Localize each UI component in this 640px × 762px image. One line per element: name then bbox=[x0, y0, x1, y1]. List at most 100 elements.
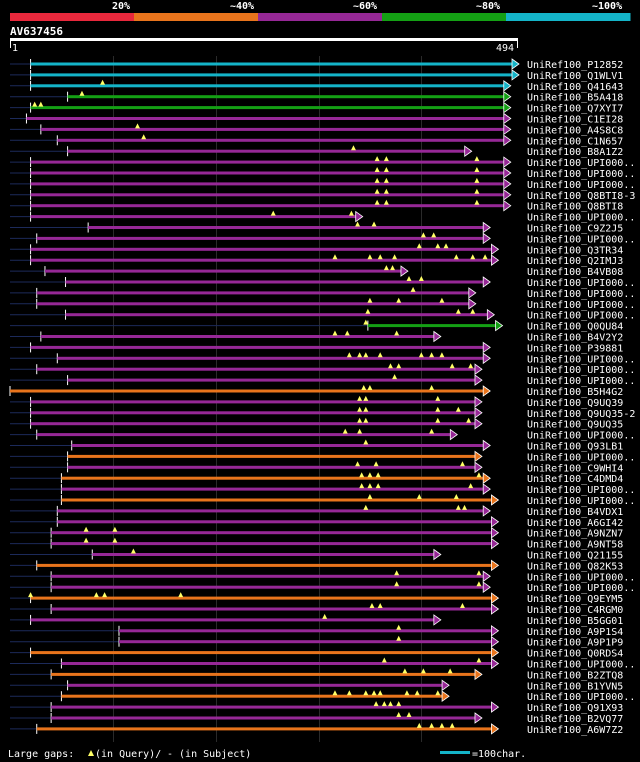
hit-bar[interactable] bbox=[36, 291, 470, 295]
hit-label[interactable]: UniRef100_UPI000.. bbox=[527, 692, 635, 703]
hit-bar[interactable] bbox=[61, 662, 493, 665]
hit-label[interactable]: UniRef100_B2VQ77 bbox=[527, 714, 623, 725]
hit-label[interactable]: UniRef100_UPI000.. bbox=[527, 213, 635, 224]
alignment-row[interactable]: UniRef100_UPI000.. bbox=[10, 581, 635, 594]
hit-bar[interactable] bbox=[67, 95, 505, 99]
alignment-row[interactable]: UniRef100_Q9UQ35 bbox=[10, 417, 623, 431]
hit-bar[interactable] bbox=[61, 498, 493, 502]
hit-label[interactable]: UniRef100_Q82K53 bbox=[527, 561, 623, 572]
hit-label[interactable]: UniRef100_Q8BTI8-3 bbox=[527, 191, 635, 202]
alignment-row[interactable]: UniRef100_UPI000.. bbox=[10, 167, 635, 180]
hit-label[interactable]: UniRef100_UPI000.. bbox=[527, 278, 635, 289]
hit-label[interactable]: UniRef100_Q9UQ39 bbox=[527, 398, 623, 409]
hit-label[interactable]: UniRef100_UPI000.. bbox=[527, 300, 635, 311]
hit-label[interactable]: UniRef100_A9NT58 bbox=[527, 540, 623, 551]
hit-bar[interactable] bbox=[30, 596, 493, 600]
alignment-row[interactable]: UniRef100_Q8BTI8 bbox=[10, 199, 623, 213]
alignment-row[interactable]: UniRef100_C9WHI4 bbox=[10, 461, 623, 474]
hit-bar[interactable] bbox=[10, 389, 485, 393]
hit-bar[interactable] bbox=[36, 302, 470, 306]
hit-label[interactable]: UniRef100_Q41643 bbox=[527, 82, 623, 93]
hit-bar[interactable] bbox=[67, 378, 476, 382]
alignment-row[interactable]: UniRef100_A6GI42 bbox=[10, 516, 623, 529]
alignment-row[interactable]: UniRef100_UPI000.. bbox=[10, 690, 635, 703]
hit-bar[interactable] bbox=[30, 193, 505, 197]
hit-bar[interactable] bbox=[92, 553, 435, 556]
hit-bar[interactable] bbox=[67, 683, 444, 687]
hit-bar[interactable] bbox=[30, 62, 513, 66]
alignment-row[interactable]: UniRef100_B4V2Y2 bbox=[10, 330, 623, 344]
alignment-row[interactable]: UniRef100_Q8BTI8-3 bbox=[10, 188, 635, 202]
hit-label[interactable]: UniRef100_UPI000.. bbox=[527, 431, 635, 442]
hit-label[interactable]: UniRef100_UPI000.. bbox=[527, 452, 635, 463]
hit-label[interactable]: UniRef100_UPI000.. bbox=[527, 583, 635, 594]
alignment-row[interactable]: UniRef100_C4RGM0 bbox=[10, 603, 623, 616]
hit-label[interactable]: UniRef100_Q1WLV1 bbox=[527, 71, 623, 82]
hit-bar[interactable] bbox=[51, 542, 493, 546]
alignment-row[interactable]: UniRef100_UPI000.. bbox=[10, 363, 635, 376]
hit-label[interactable]: UniRef100_UPI000.. bbox=[527, 365, 635, 376]
alignment-row[interactable]: UniRef100_Q9EYM5 bbox=[10, 592, 623, 605]
alignment-row[interactable]: UniRef100_UPI000.. bbox=[10, 483, 635, 496]
hit-label[interactable]: UniRef100_UPI000.. bbox=[527, 496, 635, 507]
alignment-row[interactable]: UniRef100_Q82K53 bbox=[10, 559, 623, 572]
alignment-row[interactable]: UniRef100_UPI000.. bbox=[10, 232, 635, 245]
alignment-row[interactable]: UniRef100_Q0RDS4 bbox=[10, 646, 623, 660]
hit-label[interactable]: UniRef100_UPI000.. bbox=[527, 572, 635, 583]
hit-label[interactable]: UniRef100_C1N657 bbox=[527, 136, 623, 147]
hit-label[interactable]: UniRef100_Q2IMJ3 bbox=[527, 256, 623, 267]
hit-bar[interactable] bbox=[30, 422, 476, 426]
hit-bar[interactable] bbox=[36, 236, 485, 240]
hit-label[interactable]: UniRef100_B5H4G2 bbox=[527, 387, 623, 398]
hit-label[interactable]: UniRef100_UPI000.. bbox=[527, 311, 635, 322]
alignment-row[interactable]: UniRef100_UPI000.. bbox=[10, 210, 635, 224]
hit-label[interactable]: UniRef100_A6W7Z2 bbox=[527, 725, 623, 736]
hit-label[interactable]: UniRef100_UPI000.. bbox=[527, 354, 635, 365]
hit-label[interactable]: UniRef100_P39881 bbox=[527, 343, 623, 354]
hit-bar[interactable] bbox=[67, 149, 466, 153]
hit-bar[interactable] bbox=[65, 280, 485, 284]
hit-label[interactable]: UniRef100_B5GG01 bbox=[527, 616, 623, 627]
hit-label[interactable]: UniRef100_B4V2Y2 bbox=[527, 333, 623, 344]
hit-label[interactable]: UniRef100_Q9UQ35 bbox=[527, 420, 623, 431]
hit-label[interactable]: UniRef100_UPI000.. bbox=[527, 158, 635, 169]
hit-label[interactable]: UniRef100_UPI000.. bbox=[527, 169, 635, 180]
alignment-row[interactable]: UniRef100_P12852 bbox=[10, 58, 623, 71]
alignment-row[interactable]: UniRef100_P39881 bbox=[10, 341, 623, 354]
hit-bar[interactable] bbox=[40, 127, 505, 131]
alignment-row[interactable]: UniRef100_Q2IMJ3 bbox=[10, 254, 623, 267]
hit-label[interactable]: UniRef100_Q3TR34 bbox=[527, 245, 623, 256]
alignment-row[interactable]: UniRef100_UPI000.. bbox=[10, 276, 635, 289]
hit-label[interactable]: UniRef100_A4S8C8 bbox=[527, 125, 623, 136]
hit-bar[interactable] bbox=[36, 433, 452, 437]
hit-bar[interactable] bbox=[51, 531, 493, 535]
hit-label[interactable]: UniRef100_P12852 bbox=[527, 60, 623, 71]
hit-label[interactable]: UniRef100_Q9EYM5 bbox=[527, 594, 623, 605]
hit-bar[interactable] bbox=[30, 618, 435, 622]
alignment-row[interactable]: UniRef100_UPI000.. bbox=[10, 570, 635, 583]
hit-label[interactable]: UniRef100_C1EI28 bbox=[527, 115, 623, 126]
hit-label[interactable]: UniRef100_B1YVN5 bbox=[527, 681, 623, 692]
hit-bar[interactable] bbox=[36, 367, 476, 371]
alignment-row[interactable]: UniRef100_B4VDX1 bbox=[10, 504, 623, 518]
hit-label[interactable]: UniRef100_B8A1Z2 bbox=[527, 147, 623, 158]
hit-bar[interactable] bbox=[51, 705, 493, 709]
alignment-row[interactable]: UniRef100_A9P1S4 bbox=[10, 624, 623, 638]
alignment-row[interactable]: UniRef100_A6W7Z2 bbox=[10, 722, 623, 736]
hit-bar[interactable] bbox=[30, 106, 505, 110]
hit-bar[interactable] bbox=[30, 345, 485, 349]
alignment-row[interactable]: UniRef100_A9NT58 bbox=[10, 537, 623, 551]
hit-bar[interactable] bbox=[57, 138, 505, 142]
hit-bar[interactable] bbox=[119, 629, 493, 633]
alignment-row[interactable]: UniRef100_UPI000.. bbox=[10, 657, 635, 671]
alignment-row[interactable]: UniRef100_Q0QU84 bbox=[10, 319, 623, 333]
hit-bar[interactable] bbox=[30, 204, 505, 208]
hit-label[interactable]: UniRef100_Q7XYI7 bbox=[527, 104, 623, 115]
alignment-row[interactable]: UniRef100_Q91X93 bbox=[10, 701, 623, 714]
hit-bar[interactable] bbox=[88, 226, 485, 229]
hit-bar[interactable] bbox=[71, 444, 485, 447]
alignment-row[interactable]: UniRef100_UPI000.. bbox=[10, 494, 635, 507]
alignment-row[interactable]: UniRef100_A9P1P9 bbox=[10, 635, 623, 649]
alignment-row[interactable]: UniRef100_UPI000.. bbox=[10, 177, 635, 191]
alignment-row[interactable]: UniRef100_Q9UQ35-2 bbox=[10, 406, 635, 420]
